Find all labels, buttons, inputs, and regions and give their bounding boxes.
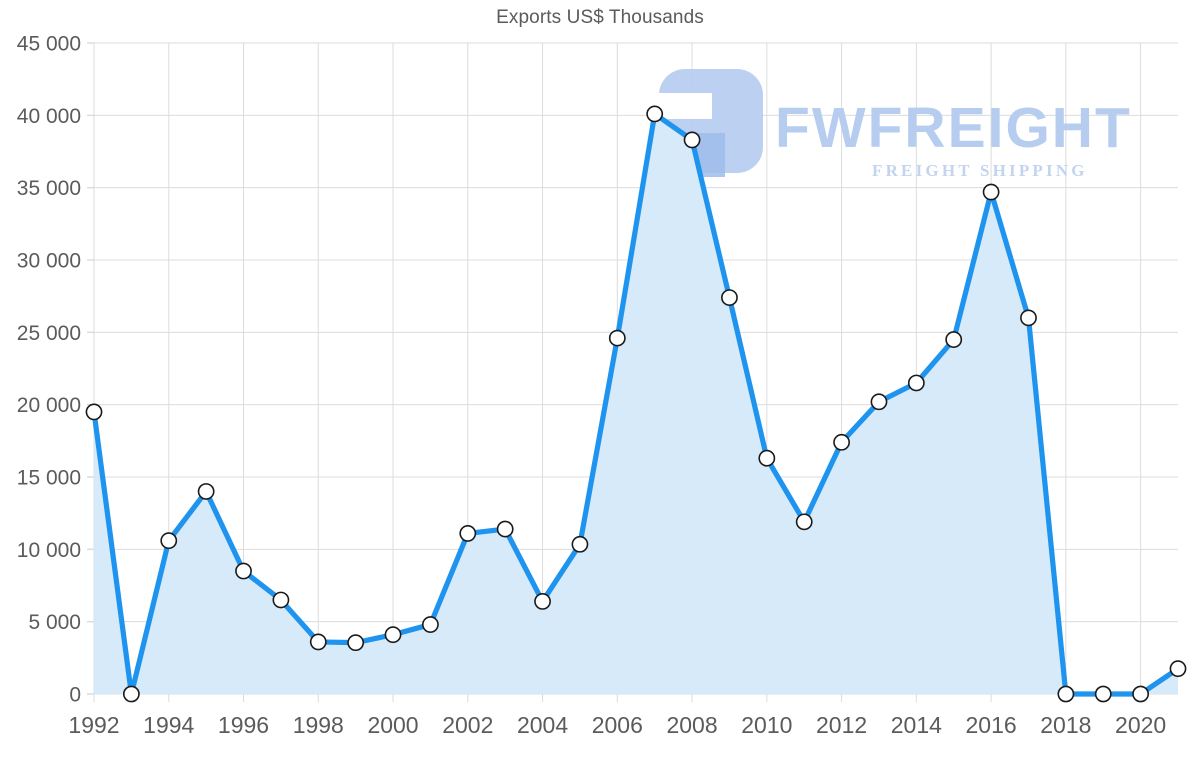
x-axis-ticks: 1992 1994 1996 1998 2000 2002 2004 2006 2008 2010… [68,712,1166,738]
data-point-marker[interactable] [982,183,1000,201]
x-axis-tick-label: 2012 [816,712,867,738]
data-point-marker[interactable] [1057,685,1075,703]
data-point-marker[interactable] [122,685,140,703]
x-axis-tick-label: 2004 [517,712,568,738]
area-fill [94,113,1178,694]
x-axis-tick-label: 2014 [891,712,942,738]
data-point-marker[interactable] [608,329,626,347]
data-point-marker[interactable] [197,483,215,500]
watermark-brand: FWFREIGHT [775,96,1132,160]
data-markers [85,105,1187,703]
area-path [94,113,1178,694]
y-axis-tick-label: 0 [69,684,81,707]
data-point-marker[interactable] [1094,685,1112,703]
data-point-marker[interactable] [272,591,290,609]
y-axis-tick-label: 35 000 [17,177,81,200]
y-axis-tick-label: 15 000 [17,467,81,490]
data-point-marker[interactable] [384,626,402,644]
data-point-marker[interactable] [459,525,477,542]
y-axis-tick-label: 25 000 [17,322,81,345]
data-point-marker[interactable] [907,374,925,392]
y-axis-tick-label: 10 000 [17,539,81,562]
data-point-marker[interactable] [945,331,963,348]
data-point-marker[interactable] [85,403,103,421]
data-point-marker[interactable] [347,634,365,652]
x-axis-tick-label: 1998 [293,712,344,738]
data-point-marker[interactable] [646,105,664,123]
x-axis-tick-label: 2002 [442,712,493,738]
x-axis-tick-label: 1996 [218,712,269,738]
data-point-marker[interactable] [496,520,514,538]
x-axis-tick-label: 2018 [1040,712,1091,738]
y-axis-tick-label: 30 000 [17,250,81,273]
x-axis-tick-label: 2010 [741,712,792,738]
x-axis-tick-label: 2006 [592,712,643,738]
y-axis-tick-label: 40 000 [17,105,81,128]
chart-title: Exports US$ Thousands [496,7,704,28]
data-point-marker[interactable] [833,433,850,451]
data-point-marker[interactable] [160,532,178,550]
watermark: FWFREIGHT FREIGHT SHIPPING [652,69,1132,180]
watermark-tagline: FREIGHT SHIPPING [872,161,1088,180]
y-axis-ticks: 0 5 000 10 000 15 000 20 000 25 000 30 000 35 0… [17,33,81,707]
data-point-marker[interactable] [683,131,701,149]
data-point-marker[interactable] [795,513,813,531]
data-point-marker[interactable] [1169,660,1187,678]
x-axis-tick-label: 1992 [68,712,119,738]
data-point-marker[interactable] [1132,685,1150,703]
data-point-marker[interactable] [235,562,252,580]
data-point-marker[interactable] [721,289,738,307]
x-axis-tick-label: 2008 [666,712,717,738]
data-point-marker[interactable] [422,616,439,633]
y-axis-tick-label: 45 000 [17,33,81,56]
y-axis-tick-label: 20 000 [17,394,81,417]
x-axis-tick-label: 1994 [143,712,194,738]
data-point-marker[interactable] [758,449,776,467]
x-axis-tick-label: 2000 [367,712,418,738]
data-point-marker[interactable] [571,535,589,553]
data-point-marker[interactable] [870,393,888,411]
x-axis-tick-label: 2016 [966,712,1017,738]
y-axis-tick-label: 5 000 [28,611,81,634]
data-point-marker[interactable] [1020,309,1037,327]
data-point-marker[interactable] [309,633,327,651]
x-axis-tick-label: 2020 [1115,712,1166,738]
data-point-marker[interactable] [534,593,551,610]
